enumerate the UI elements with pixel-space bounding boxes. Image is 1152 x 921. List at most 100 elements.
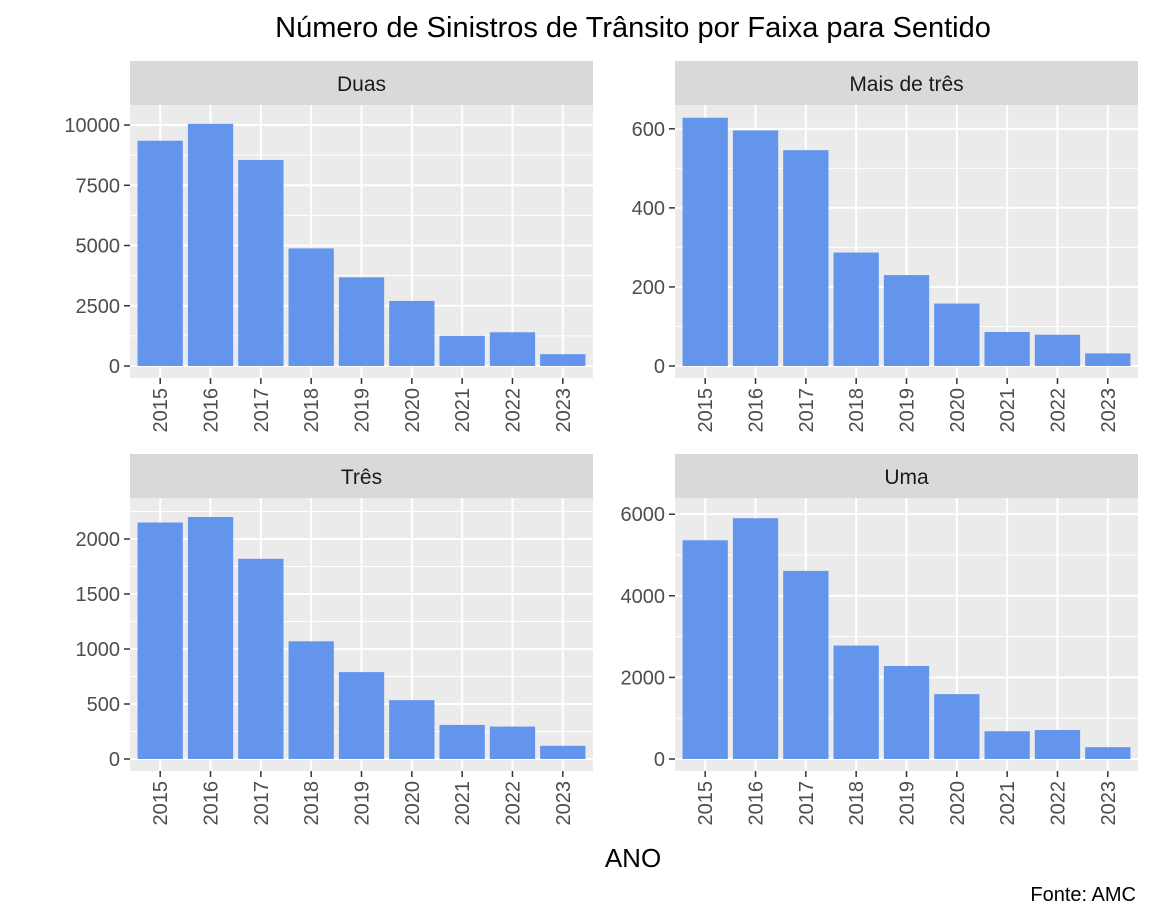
bar-duas-2023	[540, 354, 586, 366]
bar-uma-2017	[783, 570, 829, 759]
x-tick-label: 2020	[402, 388, 424, 433]
x-axis-title: ANO	[605, 843, 661, 873]
x-tick-label: 2021	[997, 781, 1019, 826]
x-tick-label: 2023	[1098, 781, 1120, 826]
facet-strip-label: Três	[341, 466, 382, 489]
x-tick-label: 2015	[695, 781, 717, 826]
bar-tr-s-2019	[338, 672, 385, 759]
chart-title: Número de Sinistros de Trânsito por Faix…	[275, 12, 991, 44]
bar-tr-s-2015	[137, 522, 183, 759]
bar-uma-2022	[1034, 730, 1081, 759]
x-tick-label: 2023	[553, 388, 575, 433]
y-tick-label: 1000	[76, 639, 121, 661]
bar-duas-2017	[238, 159, 284, 366]
y-tick-label: 0	[109, 356, 120, 378]
x-tick-label: 2018	[301, 388, 323, 433]
x-tick-label: 2019	[352, 781, 374, 826]
x-tick-label: 2016	[746, 781, 768, 826]
source-caption: Fonte: AMC	[1030, 884, 1136, 906]
facet-strip-label: Duas	[337, 73, 386, 96]
bar-mais-de-tr-s-2016	[732, 130, 779, 366]
x-tick-label: 2019	[897, 781, 919, 826]
bar-uma-2023	[1085, 747, 1131, 759]
x-tick-label: 2023	[553, 781, 575, 826]
x-tick-label: 2018	[301, 781, 323, 826]
bar-mais-de-tr-s-2021	[984, 332, 1030, 366]
bar-mais-de-tr-s-2015	[682, 117, 728, 367]
bar-uma-2019	[883, 665, 930, 759]
x-tick-label: 2021	[452, 388, 474, 433]
x-tick-label: 2022	[1047, 388, 1069, 433]
bar-uma-2018	[833, 645, 879, 759]
x-tick-label: 2020	[947, 388, 969, 433]
bar-mais-de-tr-s-2020	[934, 303, 980, 366]
x-tick-label: 2023	[1098, 388, 1120, 433]
bar-mais-de-tr-s-2022	[1034, 334, 1081, 366]
x-tick-label: 2017	[251, 781, 273, 826]
y-tick-label: 7500	[76, 175, 121, 197]
facet-mais-de-tr-s: Mais de três 0 200 400 600 2015 2016 2017 2018 20…	[632, 61, 1138, 433]
y-tick-label: 2000	[76, 529, 121, 551]
y-tick-label: 1500	[76, 584, 121, 606]
y-tick-label: 10000	[64, 115, 120, 137]
bar-duas-2018	[288, 248, 334, 366]
x-tick-label: 2020	[402, 781, 424, 826]
bar-duas-2015	[137, 140, 183, 366]
x-tick-label: 2015	[150, 781, 172, 826]
y-tick-label: 0	[654, 749, 665, 771]
x-tick-label: 2022	[1047, 781, 1069, 826]
y-tick-label: 0	[654, 356, 665, 378]
y-tick-label: 2000	[621, 667, 666, 689]
x-tick-label: 2016	[201, 388, 223, 433]
bar-duas-2016	[187, 123, 234, 366]
bar-tr-s-2022	[489, 726, 536, 759]
bar-tr-s-2016	[187, 517, 234, 759]
bar-mais-de-tr-s-2023	[1085, 353, 1131, 366]
x-tick-label: 2016	[746, 388, 768, 433]
facet-duas: Duas 0 2500 5000 7500 10000 2015 2016 2017 2018 20…	[64, 61, 593, 433]
bar-tr-s-2021	[439, 724, 485, 759]
x-tick-label: 2017	[796, 388, 818, 433]
x-tick-label: 2019	[352, 388, 374, 433]
bar-uma-2016	[732, 518, 779, 759]
facet-tr-s: Três 0 500 1000 1500 2000 2015 2016 2017 2018 2019…	[76, 454, 593, 826]
facet-strip	[675, 61, 1138, 105]
bar-tr-s-2017	[238, 558, 284, 759]
facet-strip-label: Uma	[884, 466, 929, 489]
x-tick-label: 2016	[201, 781, 223, 826]
x-tick-label: 2018	[846, 781, 868, 826]
facet-strip	[675, 454, 1138, 498]
bar-mais-de-tr-s-2018	[833, 252, 879, 366]
y-tick-label: 400	[632, 198, 665, 220]
x-tick-label: 2017	[796, 781, 818, 826]
y-tick-label: 600	[632, 119, 665, 141]
bar-tr-s-2023	[540, 745, 586, 759]
bar-uma-2021	[984, 731, 1030, 759]
x-tick-label: 2021	[997, 388, 1019, 433]
bar-mais-de-tr-s-2019	[883, 275, 930, 366]
y-tick-label: 200	[632, 277, 665, 299]
x-tick-label: 2020	[947, 781, 969, 826]
bar-mais-de-tr-s-2017	[783, 150, 829, 366]
bar-duas-2019	[338, 277, 385, 366]
bar-uma-2020	[934, 694, 980, 759]
x-tick-label: 2015	[695, 388, 717, 433]
bar-duas-2021	[439, 335, 485, 366]
bar-duas-2022	[489, 332, 536, 366]
x-tick-label: 2022	[502, 781, 524, 826]
bar-tr-s-2020	[389, 700, 435, 759]
facet-strip-label: Mais de três	[849, 73, 963, 96]
bar-uma-2015	[682, 540, 728, 759]
bar-tr-s-2018	[288, 641, 334, 759]
x-tick-label: 2019	[897, 388, 919, 433]
facet-uma: Uma 0 2000 4000 6000 2015 2016 2017 2018 2019 2020…	[621, 454, 1138, 826]
x-tick-label: 2015	[150, 388, 172, 433]
y-tick-label: 500	[87, 694, 120, 716]
x-tick-label: 2022	[502, 388, 524, 433]
y-tick-label: 0	[109, 749, 120, 771]
y-tick-label: 2500	[76, 296, 121, 318]
bar-duas-2020	[389, 300, 435, 366]
x-tick-label: 2018	[846, 388, 868, 433]
